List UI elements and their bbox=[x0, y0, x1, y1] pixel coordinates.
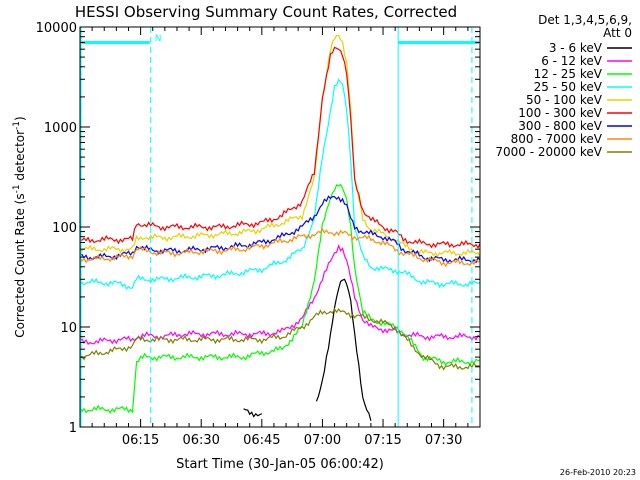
y-axis-label: Corrected Count Rate (s-1 detector-1) bbox=[12, 116, 27, 337]
y-tick-label-3: 100 bbox=[52, 221, 77, 236]
y-axis-label-main: Corrected Count Rate (s bbox=[13, 193, 27, 337]
legend-label-3-6: 3 - 6 keV bbox=[549, 41, 603, 55]
legend-label-300-800: 300 - 800 keV bbox=[518, 119, 602, 133]
x-tick-label-4: 07:00 bbox=[304, 433, 341, 448]
series-line-300-800 bbox=[79, 195, 481, 265]
y-axis-label-sup-2: -1 bbox=[12, 121, 22, 130]
series-line-6-12 bbox=[79, 244, 481, 346]
series-line-12-25 bbox=[79, 183, 481, 414]
series-line-7000-20000 bbox=[79, 307, 481, 371]
x-axis-label: Start Time (30-Jan-05 06:00:42) bbox=[176, 457, 384, 472]
x-tick-label-6: 07:30 bbox=[425, 433, 462, 448]
y-tick-label-1: 1 bbox=[69, 421, 77, 436]
legend-header-1: Det 1,3,4,5,6,9, bbox=[538, 13, 632, 27]
y-axis-label-end: ) bbox=[13, 116, 27, 121]
series-line-25-50 bbox=[79, 78, 481, 290]
flags-group: N bbox=[80, 27, 479, 427]
x-tick-label-5: 07:15 bbox=[364, 433, 401, 448]
series-line-800-7000 bbox=[79, 227, 481, 268]
axes-group: 06:15 06:30 06:45 07:00 07:15 07:30 1 10 100 1000… bbox=[36, 21, 480, 448]
legend-label-800-7000: 800 - 7000 keV bbox=[511, 132, 603, 146]
night-flag-label: N bbox=[155, 34, 162, 44]
series-line-3-6 bbox=[243, 408, 263, 418]
y-axis-label-mid: detector bbox=[13, 130, 27, 185]
y-tick-label-4: 1000 bbox=[44, 121, 77, 136]
footer-timestamp: 26-Feb-2010 20:23 bbox=[560, 468, 636, 477]
x-tick-label-1: 06:15 bbox=[122, 433, 159, 448]
x-tick-label-3: 06:45 bbox=[243, 433, 280, 448]
chart-title: HESSI Observing Summary Count Rates, Cor… bbox=[75, 3, 457, 21]
series-group bbox=[79, 34, 481, 422]
y-tick-label-2: 10 bbox=[60, 321, 77, 336]
series-line-100-300 bbox=[79, 46, 481, 250]
legend-header-2: Att 0 bbox=[603, 26, 632, 40]
legend-label-100-300: 100 - 300 keV bbox=[518, 106, 602, 120]
legend-label-6-12: 6 - 12 keV bbox=[541, 54, 603, 68]
x-tick-label-2: 06:30 bbox=[182, 433, 219, 448]
legend-label-50-100: 50 - 100 keV bbox=[526, 93, 603, 107]
y-tick-label-5: 10000 bbox=[36, 21, 77, 36]
y-axis-label-sup-1: -1 bbox=[12, 184, 22, 193]
legend-label-25-50: 25 - 50 keV bbox=[534, 80, 603, 94]
legend-label-12-25: 12 - 25 keV bbox=[534, 67, 603, 81]
series-line-3-6-part-1 bbox=[315, 278, 372, 422]
legend-label-7000-20000: 7000 - 20000 keV bbox=[495, 145, 602, 159]
